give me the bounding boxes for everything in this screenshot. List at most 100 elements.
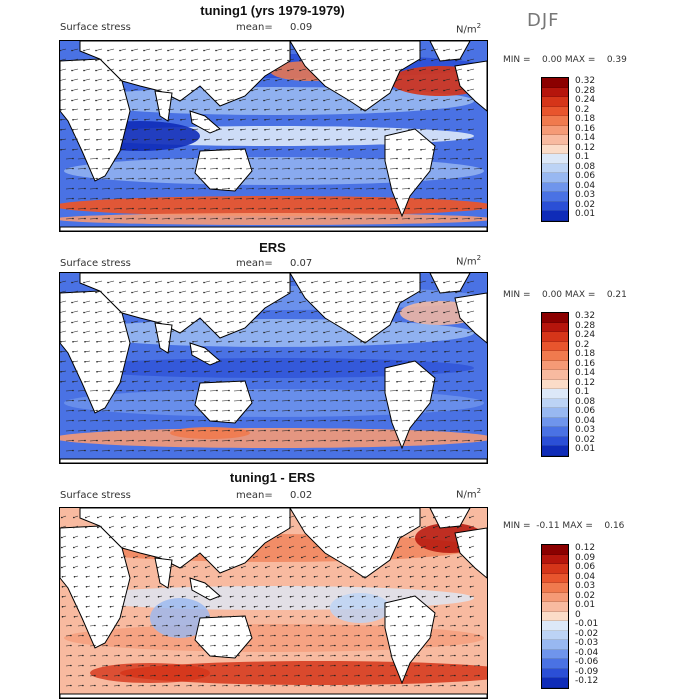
stress-arrow-head <box>143 291 145 294</box>
stress-arrow-head <box>144 197 146 200</box>
stress-arrow-head <box>466 664 468 667</box>
stress-arrow-head <box>216 419 218 422</box>
stress-arrow <box>437 450 446 452</box>
stress-arrow <box>72 138 79 141</box>
stress-arrow <box>413 665 419 667</box>
stress-arrow-head <box>312 157 314 160</box>
stress-arrow <box>173 198 182 200</box>
stress-arrow <box>372 128 379 131</box>
stress-arrow-head <box>432 429 434 432</box>
stress-arrow <box>107 78 115 81</box>
colorbar-swatch <box>542 370 568 380</box>
stress-arrow <box>245 430 254 432</box>
stress-arrow <box>419 88 427 91</box>
stress-arrow <box>455 290 463 293</box>
stress-arrow-head <box>180 341 182 343</box>
stress-arrow-head <box>166 624 168 627</box>
stress-arrow <box>384 360 391 363</box>
stress-arrow-head <box>276 341 278 343</box>
colorbar-tick-label: 0.03 <box>575 190 596 200</box>
stress-arrow <box>300 370 307 373</box>
stress-arrow-head <box>372 119 374 121</box>
stress-arrow-head <box>444 409 446 412</box>
stress-arrow-head <box>383 89 385 92</box>
stress-arrow-head <box>480 217 482 220</box>
stress-arrow <box>467 78 475 81</box>
stress-arrow-head <box>335 79 337 82</box>
stress-arrow-head <box>205 516 207 519</box>
stress-arrow-head <box>216 207 218 210</box>
stress-arrow-head <box>143 59 145 62</box>
stress-arrow <box>407 300 415 303</box>
stress-arrow-head <box>288 409 290 412</box>
stress-arrow-head <box>469 576 472 578</box>
stress-arrow <box>203 88 211 91</box>
stress-arrow-head <box>252 157 254 160</box>
stress-arrow-head <box>288 197 290 200</box>
colorbar-swatch <box>542 545 568 555</box>
stress-arrow <box>77 410 86 412</box>
stress-arrow <box>215 78 223 81</box>
stress-arrow-head <box>180 217 182 220</box>
stress-arrow-head <box>394 634 396 637</box>
stress-arrow <box>395 48 403 51</box>
stress-arrow-head <box>168 389 170 392</box>
stress-arrow <box>300 108 307 111</box>
stress-arrow-head <box>145 516 147 519</box>
stress-arrow <box>119 280 127 283</box>
stress-arrow <box>60 78 67 81</box>
stress-arrow <box>353 410 362 412</box>
stress-arrow-head <box>277 606 280 608</box>
stress-arrow <box>431 48 439 51</box>
stress-arrow <box>77 198 86 200</box>
stress-arrow-head <box>263 59 265 62</box>
stress-arrow <box>215 290 223 293</box>
stress-arrow-head <box>60 109 62 111</box>
stress-arrow <box>293 390 302 392</box>
stress-arrow <box>408 340 415 343</box>
stress-arrow-head <box>359 291 361 294</box>
stress-arrow-head <box>433 586 436 588</box>
stress-arrow <box>437 440 446 442</box>
stress-arrow-head <box>205 536 207 539</box>
stress-arrow-head <box>312 449 314 452</box>
stress-arrow-head <box>250 684 252 687</box>
stress-arrow <box>239 48 247 51</box>
stress-arrow-head <box>265 536 267 539</box>
stress-arrow <box>233 675 239 677</box>
stress-arrow <box>299 320 307 323</box>
stress-arrow-head <box>107 311 109 314</box>
stress-arrow-head <box>241 516 243 519</box>
stress-arrow <box>467 290 475 293</box>
stress-arrow-head <box>156 177 158 180</box>
stress-arrow-head <box>275 69 277 72</box>
stress-arrow <box>156 350 163 353</box>
stress-arrow-head <box>382 654 384 657</box>
stress-arrow <box>468 118 475 121</box>
stress-arrow <box>233 178 242 180</box>
stress-arrow-head <box>253 586 256 588</box>
stress-arrow-head <box>277 586 280 588</box>
stress-arrow-head <box>204 167 206 170</box>
stress-arrow <box>389 400 398 402</box>
stress-arrow-head <box>228 129 230 131</box>
stress-arrow <box>293 430 302 432</box>
stress-arrow-head <box>372 187 374 190</box>
stress-arrow <box>341 685 347 687</box>
stress-arrow <box>149 685 155 687</box>
stress-arrow-head <box>227 331 229 334</box>
stress-arrow <box>221 430 230 432</box>
stress-arrow <box>120 118 127 121</box>
stress-arrow <box>101 685 107 687</box>
stress-arrow <box>353 655 359 657</box>
stress-arrow <box>413 168 422 170</box>
stress-arrow <box>101 665 107 667</box>
stress-arrow <box>461 450 470 452</box>
stress-arrow <box>384 128 391 131</box>
stress-arrow <box>144 350 151 353</box>
stress-arrow-head <box>335 301 337 304</box>
stress-arrow <box>125 168 134 170</box>
stress-arrow-head <box>432 419 434 422</box>
stress-arrow <box>60 48 67 51</box>
stress-arrow <box>77 450 86 452</box>
